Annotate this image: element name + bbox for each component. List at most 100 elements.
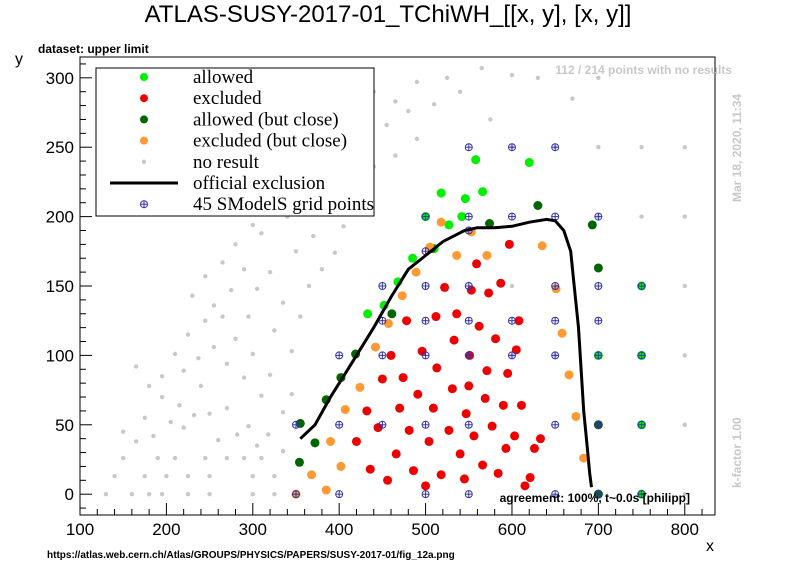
smodels-grid-point: [421, 212, 430, 221]
no-result-point: [289, 392, 294, 397]
excluded-point: [503, 368, 513, 378]
smodels-grid-point: [464, 143, 473, 152]
no-result-point: [172, 351, 178, 357]
no-result-point: [133, 439, 139, 444]
excluded-point: [514, 316, 524, 326]
excluded-point: [444, 425, 454, 435]
smodels-grid-point: [291, 420, 300, 429]
no-result-point: [293, 249, 299, 254]
excluded-point: [428, 403, 438, 413]
kfactor-note: k-factor 1.00: [730, 417, 744, 488]
smodels-grid-point: [637, 351, 646, 360]
excluded-but-close-point: [452, 250, 462, 260]
no-result-point: [207, 411, 212, 416]
timestamp: Mar 18, 2020, 11:34: [730, 94, 744, 202]
legend-label-allowed: allowed: [193, 67, 254, 88]
excluded-point: [432, 363, 442, 373]
no-result-point: [596, 75, 601, 81]
smodels-grid-point: [551, 282, 560, 290]
allowed-point: [460, 194, 470, 204]
no-result-point: [272, 491, 277, 497]
no-result-point: [120, 455, 126, 461]
excluded-but-close-point: [321, 485, 331, 495]
x-tick-label: 600: [498, 520, 526, 539]
x-tick-label: 300: [239, 520, 267, 539]
legend-marker-45-smodels-grid-points: [140, 200, 148, 209]
smodels-grid-point: [507, 351, 516, 360]
x-tick-label: 400: [325, 520, 353, 539]
allowed-point: [478, 187, 488, 197]
excluded-point: [510, 431, 520, 441]
no-result-point: [272, 473, 277, 479]
excluded-but-close-point: [482, 250, 492, 260]
excluded-point: [436, 470, 446, 480]
excluded-point: [365, 464, 375, 474]
smodels-grid-point: [464, 351, 473, 360]
excluded-point: [493, 468, 503, 478]
no-result-point: [159, 374, 165, 379]
smodels-grid-point: [421, 351, 430, 360]
smodels-grid-point: [464, 316, 473, 325]
no-result-point: [211, 344, 217, 350]
smodels-grid-point: [507, 143, 516, 152]
no-result-point: [224, 455, 230, 461]
smodels-grid-point: [594, 490, 603, 499]
no-result-point: [682, 214, 687, 219]
no-result-point: [191, 412, 197, 418]
axis-ticks: 100 200 300 400 500 600 700 800 0 50 100 150 200 250 3…: [46, 63, 703, 539]
no-result-point: [509, 72, 515, 78]
excluded-point: [413, 389, 423, 399]
excluded-point: [362, 406, 372, 416]
legend-marker-excluded: [140, 94, 148, 103]
excluded-point: [487, 421, 497, 431]
no-result-point: [185, 473, 191, 479]
no-result-point: [120, 429, 126, 434]
x-axis-label: x: [706, 538, 714, 555]
excluded-point: [498, 400, 508, 410]
allowed-but-close-point: [387, 309, 397, 319]
legend-label-excluded-but-close: excluded (but close): [193, 131, 347, 152]
no-result-point: [311, 233, 316, 239]
no-result-point: [224, 361, 230, 366]
no-result-point: [216, 437, 221, 443]
y-tick-label: 50: [55, 416, 74, 435]
grid-points-layer: [291, 143, 646, 499]
excluded-point: [474, 321, 484, 331]
no-result-point: [151, 433, 156, 439]
excluded-point: [421, 481, 431, 491]
no-result-point: [570, 96, 575, 101]
agreement-note: agreement: 100%, t~0.0s [philipp]: [500, 491, 690, 505]
excluded-but-close-point: [336, 461, 346, 471]
smodels-grid-point: [464, 420, 473, 429]
no-result-point: [146, 491, 152, 497]
smodels-grid-point: [421, 282, 430, 290]
no-result-point: [682, 145, 687, 150]
excluded-but-close-point: [564, 370, 574, 380]
excluded-point: [469, 431, 479, 441]
no-result-point: [414, 79, 420, 85]
excluded-but-close-point: [355, 382, 365, 392]
excluded-point: [461, 409, 471, 419]
legend-label-official-exclusion: official exclusion: [193, 173, 326, 194]
excluded-point: [395, 403, 405, 413]
no-result-point: [509, 283, 515, 289]
no-result-point: [682, 353, 687, 358]
no-result-point: [682, 283, 687, 289]
no-result-point: [479, 65, 484, 71]
no-results-note: 112 / 214 points with no results: [555, 63, 732, 77]
no-result-point: [159, 491, 165, 497]
smodels-grid-point: [421, 316, 430, 325]
legend-label-no-result: no result: [193, 152, 260, 173]
no-result-point: [159, 394, 165, 400]
allowed-point: [524, 157, 534, 167]
smodels-grid-point: [594, 212, 603, 221]
no-result-point: [250, 491, 255, 497]
allowed-but-close-point: [310, 438, 320, 448]
no-result-point: [259, 455, 264, 461]
no-result-point: [211, 303, 217, 308]
no-result-point: [233, 242, 238, 247]
smodels-grid-point: [594, 316, 603, 325]
excluded-point: [449, 335, 459, 345]
no-result-point: [190, 293, 195, 298]
allowed-but-close-point: [485, 219, 495, 229]
